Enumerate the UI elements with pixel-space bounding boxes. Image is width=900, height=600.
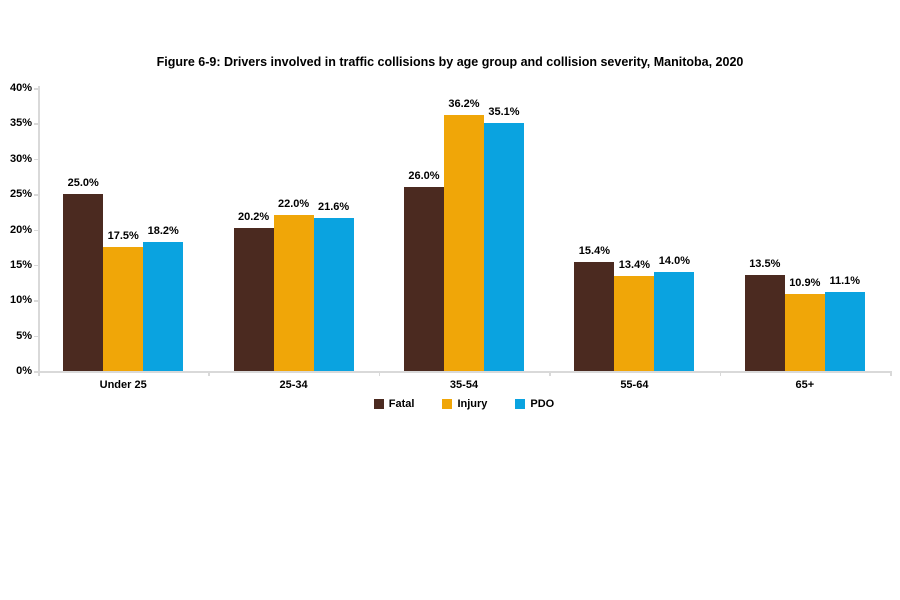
bar-value-label: 36.2% <box>448 97 480 110</box>
y-axis-tick <box>34 194 38 196</box>
x-axis-category-label: 65+ <box>795 379 815 391</box>
bar-pdo-2 <box>484 122 524 371</box>
bar-value-label: 14.0% <box>658 254 690 267</box>
x-axis-tick <box>208 371 210 376</box>
bar-value-label: 13.5% <box>749 258 781 271</box>
y-axis-tick-label: 40% <box>9 82 32 94</box>
y-axis-tick <box>34 123 38 125</box>
x-axis-tick <box>38 371 40 376</box>
y-axis-tick <box>34 264 38 267</box>
legend-label: Injury <box>457 398 488 410</box>
bar-pdo-3 <box>654 271 695 371</box>
bar-value-label: 25.0% <box>67 177 99 190</box>
bar-value-label: 35.1% <box>488 105 520 118</box>
bar-value-label: 22.0% <box>277 198 310 211</box>
bar-value-label: 21.6% <box>317 201 350 214</box>
y-axis-tick <box>34 229 38 231</box>
legend-item-injury: Injury <box>442 398 487 410</box>
bar-value-label: 18.2% <box>147 225 179 238</box>
x-axis-tick <box>719 371 722 376</box>
y-axis-tick-label: 20% <box>9 223 32 236</box>
bar-injury-4 <box>784 293 825 371</box>
legend-item-pdo: PDO <box>515 398 554 410</box>
legend-item-fatal: Fatal <box>373 398 415 410</box>
x-axis-line <box>38 371 890 373</box>
y-axis-tick <box>34 371 38 373</box>
y-axis-tick <box>34 300 38 302</box>
legend-swatch-pdo <box>515 399 526 409</box>
y-axis-tick-label: 30% <box>9 152 32 165</box>
bar-fatal-3 <box>574 262 615 371</box>
y-axis-tick-label: 10% <box>9 294 32 307</box>
bar-value-label: 20.2% <box>237 211 270 224</box>
bar-value-label: 11.1% <box>829 275 861 288</box>
bar-value-label: 26.0% <box>408 170 440 183</box>
y-axis-tick-label: 35% <box>9 117 32 130</box>
x-axis-tick <box>890 371 892 376</box>
bar-injury-0 <box>103 247 144 371</box>
y-axis-tick-label: 5% <box>16 329 32 342</box>
chart-title: Figure 6-9: Drivers involved in traffic … <box>156 55 744 69</box>
legend-swatch-fatal <box>373 399 384 409</box>
bar-value-label: 10.9% <box>789 276 821 289</box>
bar-pdo-1 <box>313 218 354 371</box>
bar-pdo-0 <box>143 242 184 371</box>
x-axis-category-label: 55-64 <box>620 379 649 391</box>
x-axis-tick <box>549 371 551 376</box>
y-axis-tick <box>34 158 38 161</box>
bar-fatal-2 <box>404 187 444 371</box>
legend: Fatal Injury PDO <box>38 398 890 410</box>
x-axis-category-label: Under 25 <box>99 379 147 391</box>
bar-value-label: 15.4% <box>578 245 610 258</box>
y-axis-tick <box>34 335 38 338</box>
y-axis-line <box>38 86 40 371</box>
legend-swatch-injury <box>442 399 453 409</box>
x-axis-category-label: 25-34 <box>279 379 308 391</box>
bar-value-label: 17.5% <box>107 230 139 243</box>
bar-injury-3 <box>614 276 655 371</box>
bar-fatal-4 <box>744 275 785 371</box>
x-axis-tick <box>378 371 381 376</box>
y-axis-tick-label: 25% <box>9 188 32 201</box>
y-axis-tick-label: 0% <box>16 365 32 377</box>
bar-value-label: 13.4% <box>618 259 650 272</box>
bar-fatal-0 <box>63 194 104 371</box>
legend-label: PDO <box>530 398 555 410</box>
y-axis-tick-label: 15% <box>9 258 32 271</box>
y-axis-tick <box>34 88 38 90</box>
bar-injury-1 <box>273 215 314 371</box>
bar-injury-2 <box>444 114 484 371</box>
x-axis-category-label: 35-54 <box>449 379 479 391</box>
legend-label: Fatal <box>388 398 415 410</box>
bar-pdo-4 <box>824 292 865 371</box>
bar-fatal-1 <box>233 228 274 371</box>
